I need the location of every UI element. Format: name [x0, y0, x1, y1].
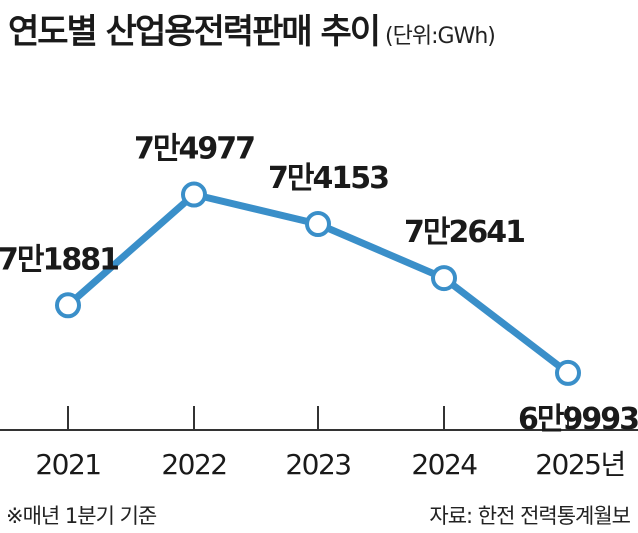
footnote: ※매년 1분기 기준	[6, 504, 157, 528]
x-tick-label-1: 2022	[161, 448, 226, 481]
data-point-3	[431, 265, 457, 292]
x-tick-label-4: 2025년	[535, 448, 625, 481]
data-point-1	[181, 181, 207, 208]
source-note: 자료: 한전 전력통계월보	[429, 504, 631, 528]
data-point-0	[55, 292, 81, 319]
x-tick-label-2: 2023	[285, 448, 350, 481]
x-tick-label-0: 2021	[35, 448, 100, 481]
chart-title: 연도별 산업용전력판매 추이	[8, 12, 381, 52]
data-point-2	[305, 210, 331, 237]
chart-unit: (단위:GWh)	[385, 24, 496, 49]
data-point-4	[555, 359, 581, 386]
chart-header: 연도별 산업용전력판매 추이 (단위:GWh)	[8, 4, 496, 53]
data-label-1: 7만4977	[134, 132, 254, 167]
x-tick-label-3: 2024	[411, 448, 477, 481]
data-label-2: 7만4153	[268, 161, 388, 196]
data-label-0: 7만1881	[0, 242, 118, 277]
data-label-3: 7만2641	[404, 215, 524, 250]
data-label-4: 6만9993	[518, 402, 638, 437]
